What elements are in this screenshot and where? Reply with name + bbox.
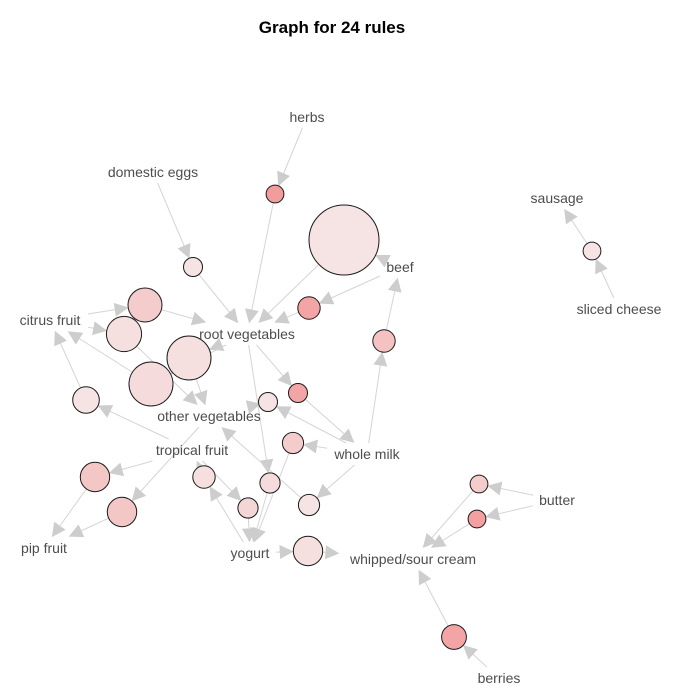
edge-butter-to-r22 [485, 505, 534, 521]
edge-r16-to-yogurt [252, 452, 290, 543]
edge-yogurt-to-r15 [209, 486, 244, 543]
edge-r4-to-root_vegetables [161, 309, 207, 326]
edge-r18-to-yogurt [241, 518, 256, 543]
rule-node-r13 [79, 461, 111, 493]
item-label-other-vegetables: other vegetables [157, 408, 261, 424]
edge-tropical_fruit-to-r13 [108, 460, 153, 477]
rule-node-r8 [297, 296, 321, 320]
item-label-pip-fruit: pip fruit [21, 540, 67, 556]
rule-node-r18 [237, 497, 259, 519]
edge-whole_milk-to-r19 [316, 464, 355, 499]
edge-berries-to-r23 [462, 645, 488, 668]
edge-r21-to-whipped_sour_cream [422, 490, 474, 549]
edge-other_vegetables-to-r14 [131, 426, 200, 502]
edge-r7-to-citrus_fruit [67, 331, 133, 373]
edge-r20-to-whipped_sour_cream [322, 545, 340, 560]
rule-node-r11 [288, 383, 308, 403]
rule-node-r1 [265, 184, 285, 204]
edge-r13-to-pip_fruit [51, 488, 87, 538]
edge-r24-to-sausage [564, 208, 588, 244]
edge-root_vegetables-to-r6 [208, 337, 225, 351]
item-label-berries: berries [478, 670, 521, 686]
rule-node-r23 [441, 624, 467, 650]
item-label-root-vegetables: root vegetables [199, 326, 295, 342]
edge-r9-to-beef [385, 277, 402, 331]
edge-butter-to-r21 [487, 481, 534, 496]
rule-node-r19 [297, 493, 321, 517]
rule-node-r9 [372, 329, 396, 353]
edge-r2-to-root_vegetables [258, 264, 320, 323]
edge-root_vegetables-to-r11 [256, 344, 293, 387]
rule-node-r22 [467, 509, 487, 529]
edge-whole_milk-to-r12 [276, 406, 347, 444]
edge-root_vegetables-to-r17 [248, 344, 274, 474]
rule-node-r15 [192, 465, 216, 489]
item-labels-layer: herbs domestic eggs beef citrus fruit root v… [20, 109, 662, 686]
rule-node-r12 [258, 392, 278, 412]
edge-beef-to-r2 [375, 254, 391, 268]
rule-nodes-layer [72, 184, 602, 650]
edge-r8-to-root_vegetables [274, 310, 299, 324]
item-label-herbs: herbs [289, 109, 324, 125]
item-label-sausage: sausage [531, 190, 584, 206]
rule-node-r24 [582, 241, 602, 261]
edge-whole_milk-to-r9 [368, 351, 388, 444]
item-label-yogurt: yogurt [231, 545, 270, 561]
edge-r15-to-tropical_fruit [196, 460, 209, 477]
rule-node-r7 [128, 361, 174, 407]
rule-node-r21 [469, 474, 489, 494]
edge-citrus_fruit-to-r5 [87, 321, 108, 336]
edge-whole_milk-to-r16 [303, 439, 328, 454]
item-label-butter: butter [539, 492, 575, 508]
item-label-domestic-eggs: domestic eggs [108, 164, 198, 180]
edge-herbs-to-r1 [277, 127, 303, 187]
rule-node-r20 [292, 535, 324, 567]
rule-node-r14 [106, 496, 138, 528]
edge-r14-to-pip_fruit [68, 517, 109, 538]
edge-r6-to-other_vegetables [194, 378, 208, 406]
rule-node-r10 [72, 386, 100, 414]
item-label-sliced-cheese: sliced cheese [577, 301, 662, 317]
edge-r17-to-yogurt [250, 492, 268, 543]
item-label-beef: beef [386, 259, 413, 275]
item-label-citrus-fruit: citrus fruit [20, 312, 81, 328]
edge-r3-to-root_vegetables [198, 274, 239, 324]
edge-r10-to-citrus_fruit [54, 330, 82, 389]
edge-r23-to-whipped_sour_cream [418, 569, 449, 627]
edge-r11-to-whole_milk [304, 398, 355, 443]
rule-node-r5 [105, 315, 143, 353]
edge-tropical_fruit-to-r10 [97, 405, 169, 440]
graph-title: Graph for 24 rules [259, 18, 405, 37]
rule-node-r16 [281, 431, 305, 455]
edge-domestic_eggs-to-r3 [157, 182, 191, 259]
edge-r22-to-whipped_sour_cream [431, 523, 470, 548]
item-label-whipped-sour-cream: whipped/sour cream [349, 551, 476, 567]
rule-node-r17 [259, 472, 281, 494]
rule-node-r2 [308, 204, 380, 276]
edge-citrus_fruit-to-r4 [87, 302, 129, 317]
edge-yogurt-to-r20 [275, 544, 294, 559]
edge-r19-to-other_vegetables [221, 427, 302, 499]
item-label-whole-milk: whole milk [333, 446, 400, 462]
rule-node-r4 [127, 287, 163, 323]
item-label-tropical-fruit: tropical fruit [156, 442, 228, 458]
rule-node-r3 [183, 257, 203, 277]
edge-r1-to-root_vegetables [245, 202, 274, 324]
rule-node-r6 [166, 335, 212, 381]
edge-beef-to-r8 [318, 275, 381, 305]
edge-sliced_cheese-to-r24 [595, 258, 615, 299]
